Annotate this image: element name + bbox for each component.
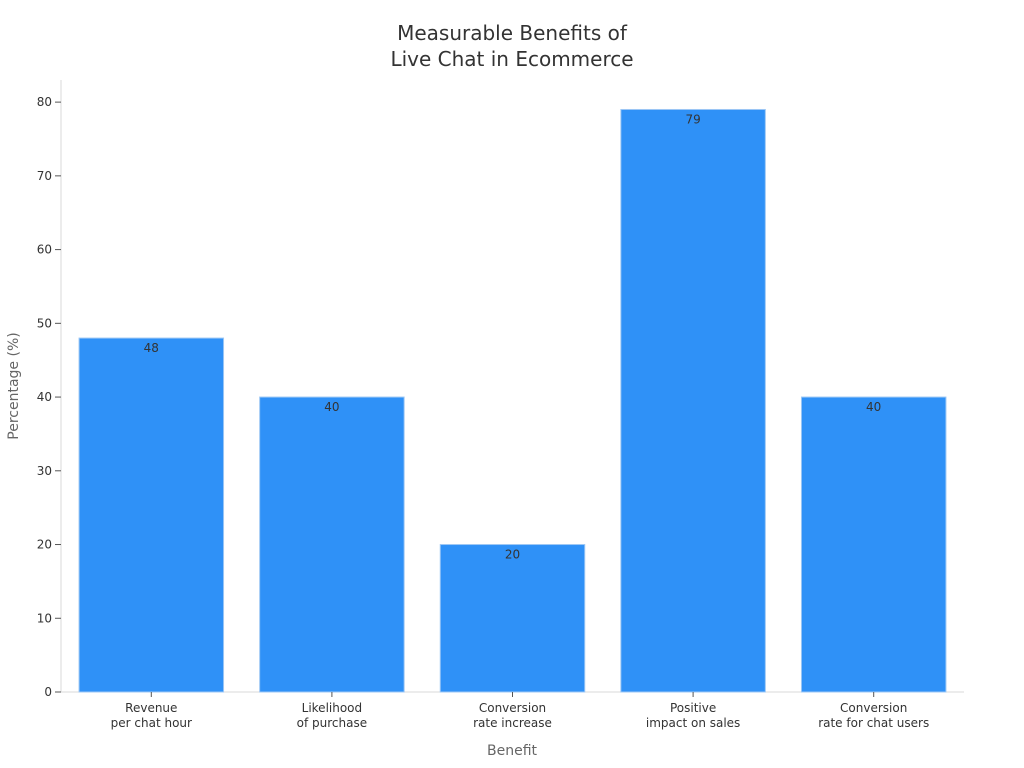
x-tick-label-line: Revenue bbox=[125, 701, 177, 715]
plot-area: 0 10 20 30 40 50 60 70 80 48 Revenue per chat hour 4… bbox=[37, 80, 964, 730]
x-tick-label-line: Likelihood bbox=[302, 701, 363, 715]
y-tick-label: 0 bbox=[44, 685, 52, 699]
bar-value-label: 40 bbox=[866, 400, 881, 414]
x-tick-label-line: rate for chat users bbox=[818, 716, 929, 730]
y-tick-label: 70 bbox=[37, 169, 52, 183]
y-tick-label: 30 bbox=[37, 464, 52, 478]
bar-value-label: 79 bbox=[685, 112, 700, 126]
y-tick-label: 40 bbox=[37, 390, 52, 404]
chart-title-line-1: Measurable Benefits of bbox=[397, 21, 628, 45]
x-tick-label: Revenue per chat hour bbox=[111, 701, 192, 730]
x-tick-label-line: impact on sales bbox=[646, 716, 740, 730]
x-tick-label-line: Conversion bbox=[479, 701, 546, 715]
bar bbox=[78, 337, 225, 693]
x-tick-label: Conversion rate increase bbox=[473, 701, 552, 730]
x-tick-label: Positive impact on sales bbox=[646, 701, 740, 730]
y-tick-label: 20 bbox=[37, 538, 52, 552]
bar bbox=[259, 396, 405, 693]
y-axis-title: Percentage (%) bbox=[6, 332, 22, 439]
x-tick-label-line: rate increase bbox=[473, 716, 552, 730]
bar bbox=[439, 544, 586, 693]
chart-title: Measurable Benefits of Live Chat in Ecom… bbox=[390, 21, 633, 71]
bar bbox=[620, 108, 766, 693]
x-tick-label-line: Conversion bbox=[840, 701, 907, 715]
y-tick-label: 10 bbox=[37, 611, 52, 625]
x-tick-label-line: Positive bbox=[670, 701, 716, 715]
x-tick-label: Likelihood of purchase bbox=[297, 701, 367, 730]
x-axis-title: Benefit bbox=[487, 743, 538, 759]
y-tick-label: 60 bbox=[37, 243, 52, 257]
chart-title-line-2: Live Chat in Ecommerce bbox=[390, 47, 633, 71]
bar-value-label: 20 bbox=[505, 548, 520, 562]
bar-value-label: 48 bbox=[144, 341, 159, 355]
bar-value-label: 40 bbox=[324, 400, 339, 414]
y-tick-label: 80 bbox=[37, 95, 52, 109]
x-tick-label-line: of purchase bbox=[297, 716, 367, 730]
y-tick-label: 50 bbox=[37, 316, 52, 330]
x-tick-label: Conversion rate for chat users bbox=[818, 701, 929, 730]
bar bbox=[800, 396, 947, 693]
x-tick-label-line: per chat hour bbox=[111, 716, 192, 730]
